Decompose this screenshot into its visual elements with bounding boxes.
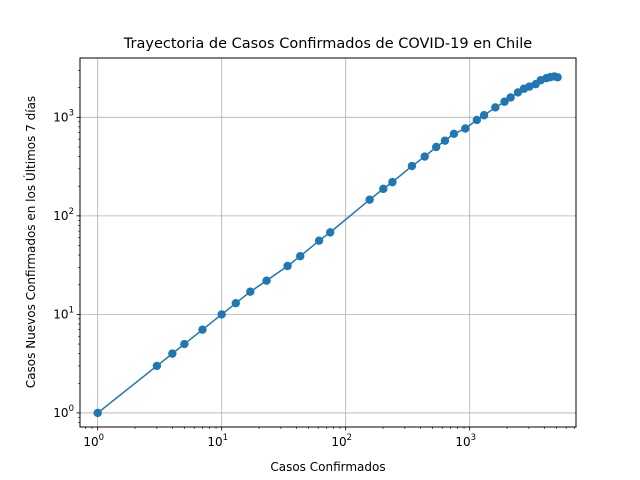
- data-point: [388, 177, 397, 187]
- y-tick-label: 103: [53, 108, 74, 124]
- data-point: [180, 339, 189, 349]
- data-point: [231, 298, 241, 308]
- data-point: [500, 97, 509, 106]
- data-point: [506, 93, 515, 102]
- data-point: [420, 152, 429, 161]
- data-point: [513, 88, 523, 97]
- data-point: [217, 310, 226, 319]
- grid: [80, 58, 576, 427]
- y-tick-label: 101: [53, 305, 74, 321]
- data-point: [296, 251, 305, 261]
- data-point: [479, 111, 489, 120]
- plot-frame: [79, 57, 577, 428]
- y-axis-label: Casos Nuevos Confirmados en los Últimos …: [23, 96, 38, 388]
- x-tick-label: 101: [207, 433, 228, 449]
- x-axis-label: Casos Confirmados: [270, 460, 385, 474]
- data-point: [379, 184, 388, 194]
- y-tick-label: 100: [53, 404, 74, 420]
- data-point: [262, 276, 271, 285]
- data-point: [472, 115, 482, 125]
- data-point: [432, 142, 441, 152]
- data-point: [461, 124, 470, 133]
- data-point: [198, 325, 207, 334]
- data-point: [491, 103, 500, 112]
- series-layer: [93, 72, 562, 418]
- data-point: [449, 129, 459, 139]
- y-axis: 100 101 102 103: [53, 70, 80, 423]
- data-point: [553, 73, 562, 82]
- data-point: [407, 161, 417, 171]
- x-tick-label: 100: [83, 433, 104, 449]
- chart-title: Trayectoria de Casos Confirmados de COVI…: [123, 36, 532, 52]
- x-tick-label: 102: [331, 433, 352, 449]
- data-point: [246, 287, 255, 296]
- data-point: [283, 261, 292, 271]
- data-point: [440, 136, 450, 145]
- data-point: [314, 236, 324, 245]
- x-tick-label: 103: [455, 433, 476, 449]
- x-axis: 100 101 102 103: [83, 427, 575, 449]
- data-point: [168, 349, 177, 358]
- data-point: [365, 195, 374, 204]
- y-tick-label: 102: [53, 207, 74, 223]
- data-point: [93, 408, 102, 418]
- data-point: [152, 361, 162, 371]
- data-point: [326, 228, 335, 237]
